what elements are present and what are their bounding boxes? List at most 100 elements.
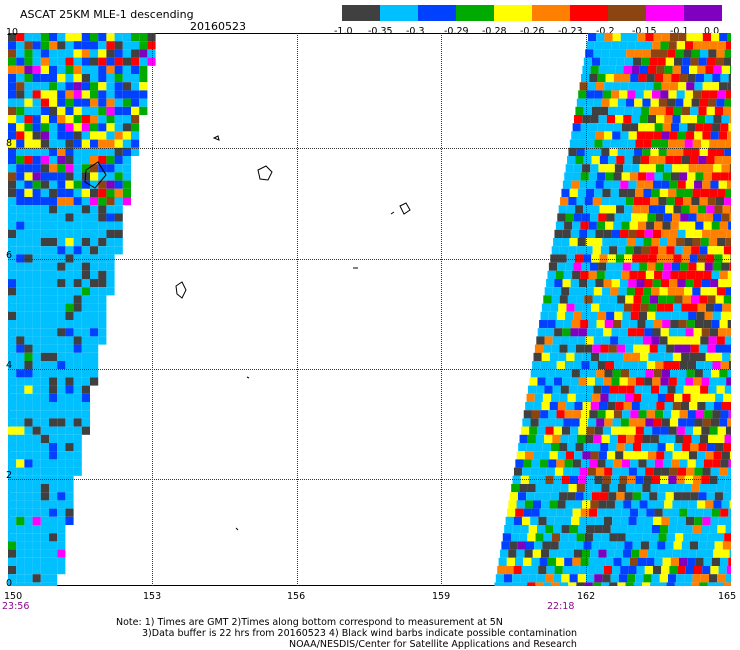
data-cell: [65, 131, 74, 140]
data-cell: [672, 549, 681, 558]
data-cell: [24, 205, 33, 214]
data-cell: [585, 238, 595, 247]
data-cell: [526, 443, 535, 452]
data-cell: [672, 115, 681, 124]
data-cell: [728, 221, 731, 230]
data-cell: [710, 418, 720, 427]
data-cell: [535, 484, 544, 493]
data-cell: [32, 188, 41, 197]
data-cell: [573, 311, 582, 320]
data-cell: [636, 516, 645, 525]
data-cell: [65, 516, 74, 525]
data-cell: [139, 74, 148, 83]
data-cell: [617, 246, 626, 255]
data-cell: [73, 213, 82, 222]
data-cell: [81, 188, 90, 197]
data-cell: [651, 139, 661, 148]
data-cell: [57, 213, 66, 222]
data-cell: [588, 221, 597, 230]
data-cell: [40, 566, 49, 575]
data-cell: [624, 156, 633, 165]
data-cell: [73, 295, 82, 304]
data-cell: [564, 557, 573, 566]
data-cell: [565, 500, 574, 509]
data-cell: [8, 426, 17, 435]
data-cell: [8, 434, 17, 443]
data-cell: [561, 426, 571, 435]
data-cell: [544, 336, 553, 345]
data-cell: [40, 287, 49, 296]
data-cell: [668, 41, 677, 50]
data-cell: [16, 213, 25, 222]
data-cell: [8, 352, 17, 361]
data-cell: [591, 106, 601, 115]
data-cell: [65, 213, 74, 222]
data-cell: [49, 74, 58, 83]
data-cell: [673, 156, 682, 165]
data-cell: [630, 123, 639, 132]
data-cell: [625, 484, 635, 493]
data-cell: [619, 139, 628, 148]
data-cell: [49, 172, 58, 181]
data-cell: [695, 508, 704, 517]
data-cell: [530, 516, 539, 525]
data-cell: [106, 65, 115, 74]
data-cell: [73, 131, 82, 140]
data-cell: [535, 582, 544, 586]
data-cell: [8, 123, 17, 132]
data-cell: [571, 180, 580, 189]
data-cell: [658, 197, 667, 206]
data-cell: [114, 197, 123, 206]
data-cell: [588, 508, 598, 517]
data-cell: [57, 369, 66, 378]
data-cell: [621, 459, 631, 468]
data-cell: [49, 205, 58, 214]
data-cell: [621, 270, 630, 279]
data-cell: [57, 254, 66, 263]
data-cell: [24, 139, 33, 148]
data-cell: [8, 328, 17, 337]
data-cell: [583, 156, 592, 165]
data-cell: [659, 287, 668, 296]
data-cell: [24, 418, 33, 427]
lat-label-10: 10: [6, 27, 19, 38]
data-cell: [527, 434, 536, 443]
data-cell: [651, 574, 660, 583]
data-cell: [508, 500, 517, 509]
data-cell: [73, 238, 82, 247]
pass-time-left: 23:56: [2, 601, 30, 612]
data-cell: [612, 33, 621, 42]
data-cell: [564, 172, 573, 181]
data-cell: [57, 156, 66, 165]
data-cell: [678, 557, 688, 566]
data-cell: [600, 443, 609, 452]
data-cell: [709, 377, 718, 386]
data-cell: [40, 549, 49, 558]
data-cell: [623, 402, 632, 411]
data-cell: [90, 41, 99, 50]
data-cell: [106, 262, 115, 271]
data-cell: [57, 49, 66, 58]
data-cell: [725, 426, 731, 435]
data-cell: [580, 557, 589, 566]
data-cell: [702, 418, 711, 427]
data-cell: [624, 393, 634, 402]
data-cell: [40, 188, 49, 197]
data-cell: [584, 147, 594, 156]
data-cell: [8, 287, 17, 296]
data-cell: [114, 147, 123, 156]
data-cell: [609, 246, 618, 255]
data-cell: [49, 516, 58, 525]
data-cell: [728, 74, 731, 83]
data-cell: [605, 459, 614, 468]
data-cell: [32, 385, 41, 394]
data-cell: [688, 549, 697, 558]
data-cell: [73, 57, 82, 66]
data-cell: [659, 49, 668, 58]
data-cell: [727, 270, 731, 279]
data-cell: [635, 525, 644, 534]
data-cell: [32, 484, 41, 493]
data-cell: [574, 451, 583, 460]
data-cell: [646, 410, 655, 419]
data-cell: [718, 279, 727, 288]
